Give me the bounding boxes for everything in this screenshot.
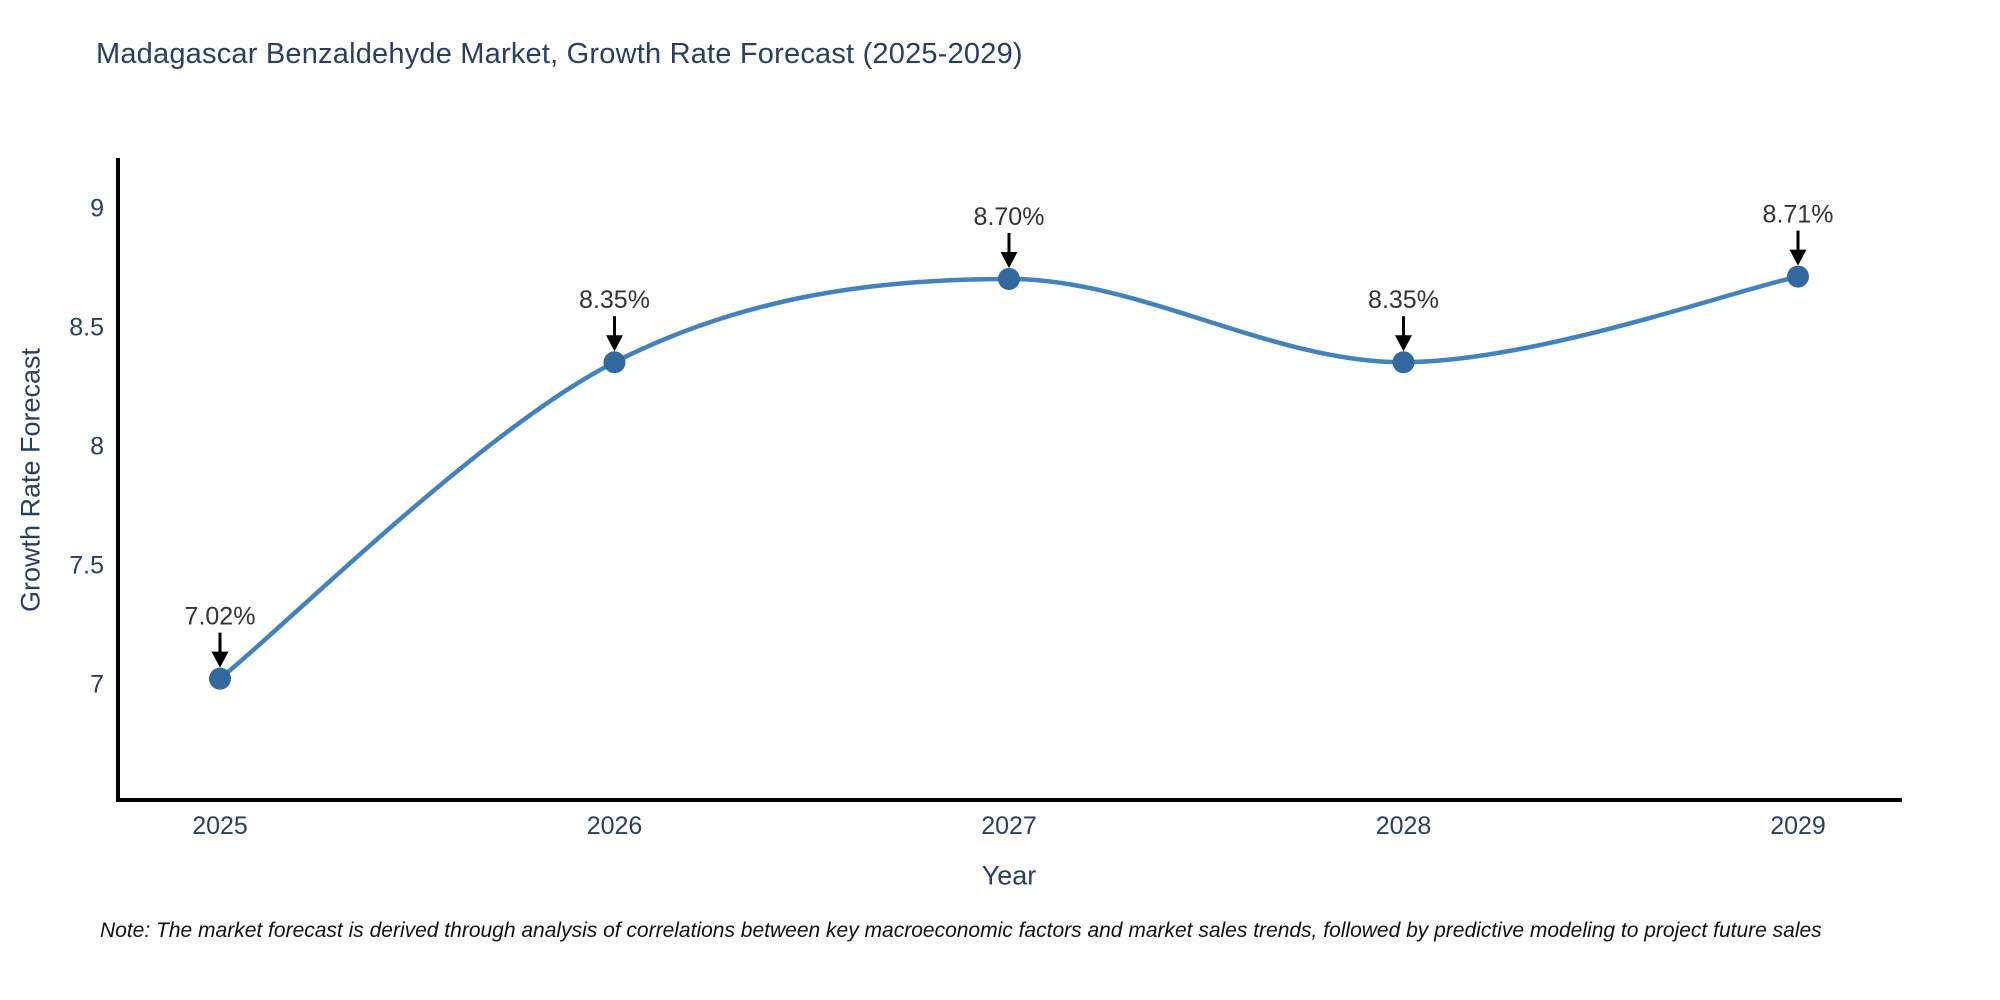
y-tick-label: 8 [90, 433, 104, 461]
data-point-marker [998, 267, 1020, 290]
annotation-arrowhead-icon [1395, 335, 1412, 352]
y-tick-label: 7.5 [69, 551, 104, 579]
x-tick-label: 2026 [587, 812, 643, 840]
data-point-label: 8.70% [974, 203, 1045, 231]
x-tick-label: 2025 [192, 812, 248, 840]
data-point-label: 8.35% [1368, 286, 1439, 314]
y-tick-label: 9 [90, 195, 104, 223]
y-tick-label: 7 [90, 670, 104, 698]
data-point-marker [603, 351, 626, 374]
data-point-label: 7.02% [185, 603, 256, 631]
x-axis-title: Year [981, 860, 1037, 891]
data-point-marker [1787, 265, 1809, 288]
data-point-marker [209, 667, 231, 690]
x-tick-label: 2027 [981, 812, 1037, 840]
annotation-arrowhead-icon [606, 335, 623, 352]
data-point-label: 8.71% [1763, 201, 1834, 229]
x-tick-label: 2028 [1376, 812, 1432, 840]
footnote: Note: The market forecast is derived thr… [100, 919, 1822, 942]
chart-title: Madagascar Benzaldehyde Market, Growth R… [96, 38, 1023, 70]
y-tick-label: 8.5 [69, 314, 104, 342]
y-axis-title: Growth Rate Forecast [15, 347, 46, 613]
data-point-marker [1392, 351, 1415, 374]
annotation-arrowhead-icon [211, 651, 229, 668]
forecast-line [217, 274, 1801, 681]
x-tick-label: 2029 [1770, 812, 1826, 840]
annotation-arrowhead-icon [1000, 251, 1018, 268]
annotation-arrowhead-icon [1789, 249, 1807, 266]
data-point-label: 8.35% [579, 286, 650, 314]
